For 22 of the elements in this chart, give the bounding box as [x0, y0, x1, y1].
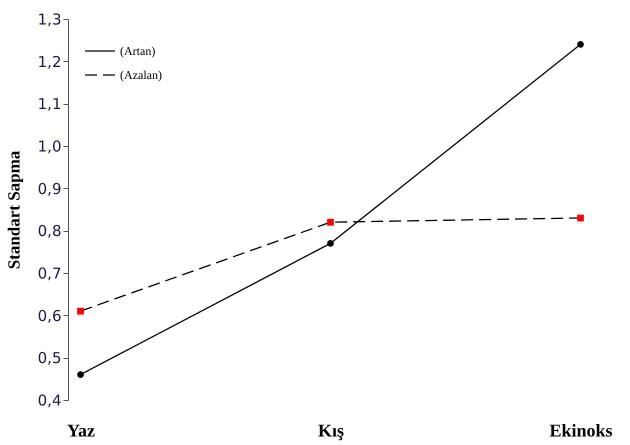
y-tick-label: 1,1	[38, 95, 62, 114]
point	[77, 371, 84, 378]
x-tick-label: Yaz	[67, 420, 96, 440]
y-tick-label: 0,8	[38, 222, 62, 240]
x-tick-label: Ekinoks	[549, 420, 613, 440]
legend-label: (Artan)	[120, 44, 156, 58]
y-tick-label: 0,7	[38, 264, 62, 282]
legend-label: (Azalan)	[120, 68, 162, 82]
y-tick-label: 0,9	[38, 180, 62, 198]
y-tick-label: 0,5	[38, 349, 62, 368]
point	[77, 308, 84, 314]
y-tick-label: 0,4	[38, 392, 62, 410]
point	[327, 218, 334, 226]
y-tick-label: 1,2	[38, 52, 62, 71]
point	[577, 214, 584, 222]
y-tick-label: 1,0	[38, 138, 62, 156]
point	[327, 240, 334, 247]
y-tick-label: 0,6	[38, 306, 62, 325]
point	[577, 41, 584, 48]
x-tick-label: Kış	[318, 420, 344, 440]
y-tick-label: 1,3	[38, 10, 62, 28]
y-axis-title: Standart Sapma	[4, 150, 24, 270]
